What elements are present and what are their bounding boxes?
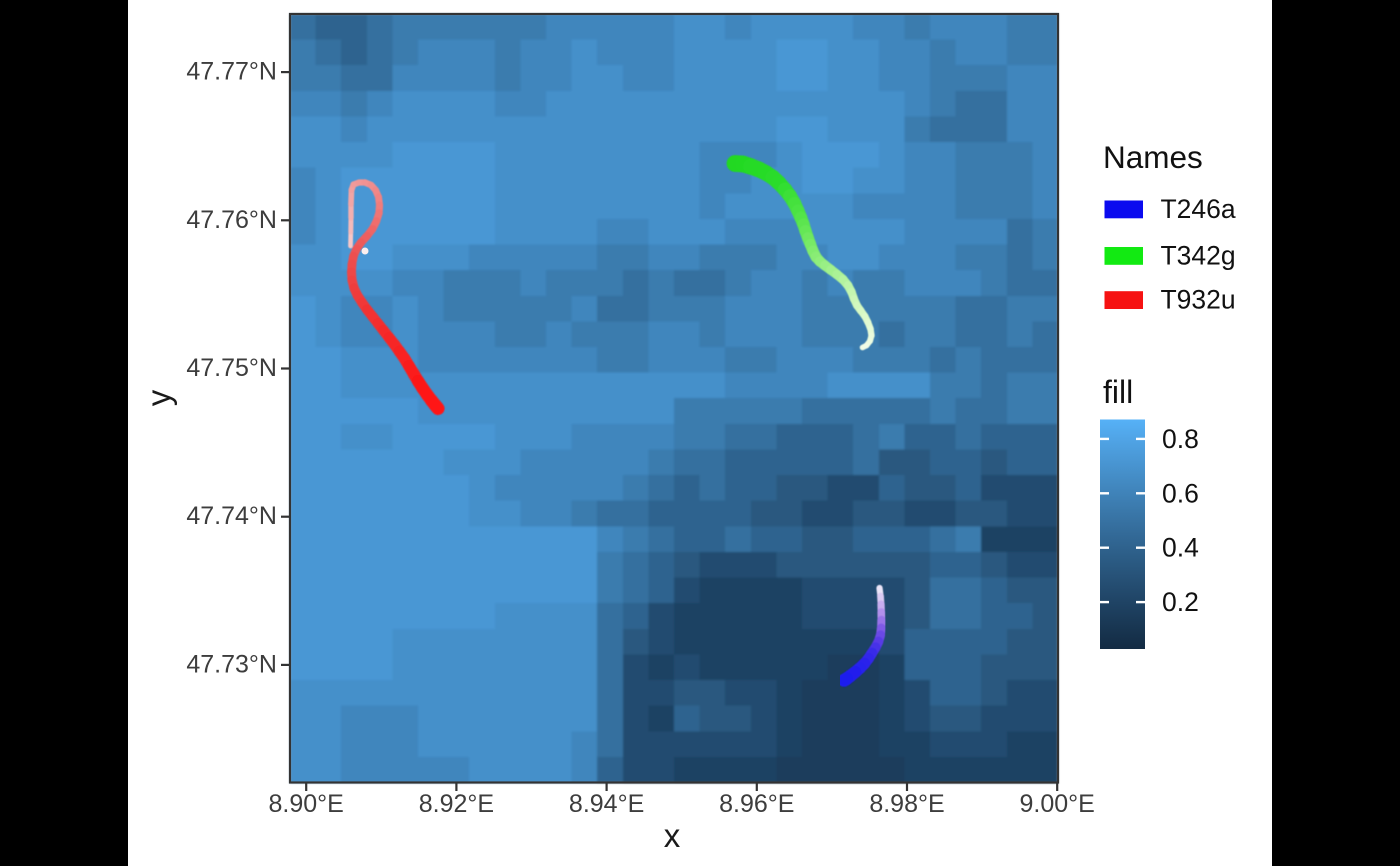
svg-text:8.98°E: 8.98°E	[869, 790, 944, 818]
svg-text:Names: Names	[1103, 139, 1203, 175]
svg-text:8.92°E: 8.92°E	[419, 790, 494, 818]
svg-text:8.94°E: 8.94°E	[569, 790, 644, 818]
svg-text:T342g: T342g	[1161, 241, 1236, 271]
svg-text:9.00°E: 9.00°E	[1020, 790, 1095, 818]
svg-text:8.96°E: 8.96°E	[719, 790, 794, 818]
svg-text:47.75°N: 47.75°N	[186, 354, 277, 382]
svg-text:8.90°E: 8.90°E	[269, 790, 344, 818]
svg-text:T932u: T932u	[1161, 285, 1236, 315]
svg-text:0.4: 0.4	[1162, 533, 1199, 563]
svg-text:x: x	[664, 817, 681, 854]
svg-text:47.74°N: 47.74°N	[186, 502, 277, 530]
svg-text:0.2: 0.2	[1162, 587, 1199, 617]
svg-text:47.73°N: 47.73°N	[186, 650, 277, 678]
svg-text:y: y	[140, 389, 177, 406]
svg-text:0.6: 0.6	[1162, 478, 1199, 508]
svg-text:47.77°N: 47.77°N	[186, 58, 277, 86]
svg-text:T246a: T246a	[1161, 194, 1236, 224]
svg-text:47.76°N: 47.76°N	[186, 206, 277, 234]
svg-text:0.8: 0.8	[1162, 424, 1199, 454]
svg-text:fill: fill	[1103, 374, 1133, 410]
